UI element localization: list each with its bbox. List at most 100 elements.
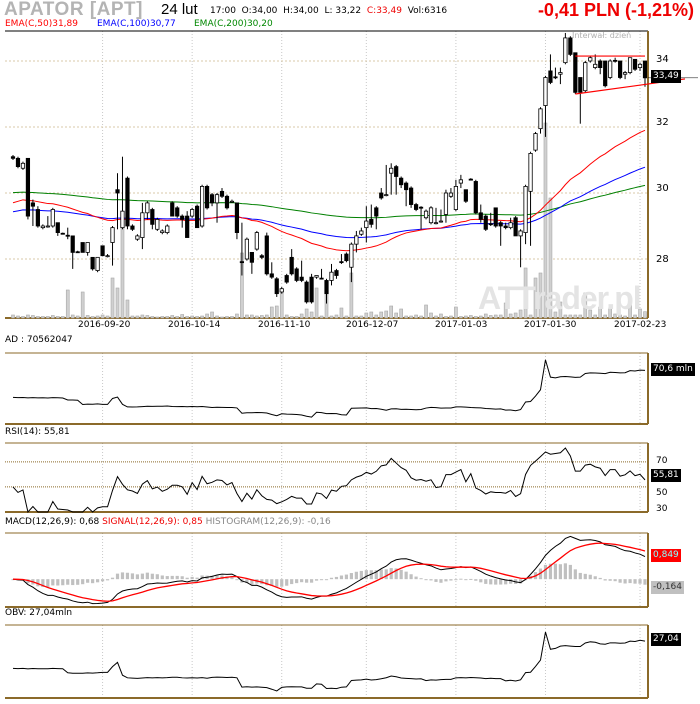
rsi-level-label: 70 <box>656 456 668 466</box>
volume-bar <box>404 315 408 319</box>
histogram-bar <box>628 579 632 584</box>
candle-down <box>25 157 31 217</box>
histogram-bar <box>484 579 488 584</box>
volume-bar <box>389 305 394 319</box>
candle-up <box>349 243 354 268</box>
volume-bar <box>190 315 194 319</box>
ohlc-readout: 17:00 O:34,00 H:34,00 L: 33,22 C:33,49 V… <box>210 6 447 16</box>
candle-up <box>543 77 548 106</box>
histogram-bar <box>613 579 617 582</box>
volume-bar <box>289 316 294 319</box>
histogram-bar <box>95 579 100 583</box>
histogram-bar <box>275 579 279 587</box>
candle-down <box>249 251 254 263</box>
histogram-bar <box>598 577 602 580</box>
candle-down <box>150 209 155 225</box>
candle-down <box>70 235 75 253</box>
histogram-bar <box>150 573 154 580</box>
candle-up <box>120 210 125 229</box>
histogram-bar <box>100 579 105 582</box>
histogram-bar <box>165 576 169 580</box>
volume-bar <box>558 301 563 319</box>
candle-down <box>409 187 414 205</box>
candle-down <box>548 70 553 83</box>
candle-up <box>558 72 563 75</box>
histogram-bar <box>120 572 125 580</box>
histogram-bar <box>160 575 164 580</box>
histogram-bar <box>553 563 558 580</box>
volume-bar <box>394 312 398 319</box>
volume-bar <box>135 315 140 319</box>
histogram-value-box: -0,164 <box>651 581 685 594</box>
close-value: C:33,49 <box>366 6 402 16</box>
volume-bar <box>215 315 219 319</box>
histogram-bar <box>71 579 75 586</box>
volume-bar <box>60 316 65 319</box>
candle-down <box>30 202 36 207</box>
rsi-label: RSI(14): 55,81 <box>5 427 70 437</box>
candle-down <box>90 256 95 270</box>
candle-up <box>518 230 523 237</box>
candle-down <box>299 276 304 281</box>
candle-up <box>279 288 284 293</box>
histogram-bar <box>568 564 572 580</box>
volume-bar <box>145 315 150 319</box>
volume-bar <box>65 289 70 319</box>
histogram-bar <box>56 579 60 586</box>
candle-up <box>20 162 26 169</box>
histogram-bar <box>394 568 398 580</box>
volume-bar <box>369 311 374 319</box>
candle-up <box>428 207 434 224</box>
x-tick-label: 2016-12-07 <box>346 320 399 330</box>
volume-bar <box>200 315 204 319</box>
histogram-bar <box>145 572 149 580</box>
histogram-bar <box>364 570 368 580</box>
volume-bar <box>165 316 170 319</box>
y-tick-label: 30 <box>656 183 669 194</box>
candle-down <box>195 205 200 229</box>
volume-bar <box>598 306 603 319</box>
candle-up <box>254 232 259 250</box>
candle-up <box>40 225 45 229</box>
histogram-bar <box>578 572 582 580</box>
volume-bar <box>294 316 299 319</box>
histogram-bar <box>280 579 284 587</box>
volume-bar <box>588 309 593 319</box>
candle-down <box>304 281 309 303</box>
histogram-bar <box>469 578 473 580</box>
volume-bar <box>628 304 632 319</box>
volume-bar <box>245 314 249 319</box>
volume-bar <box>110 277 115 319</box>
histogram-bar <box>434 579 438 582</box>
histogram-bar <box>265 579 269 586</box>
histogram-bar <box>494 579 498 585</box>
ticker-title: APATOR [APT] <box>4 0 143 20</box>
candle-down <box>10 156 16 159</box>
candle-up <box>528 152 533 192</box>
high-value: H:34,00 <box>283 6 319 16</box>
histogram-bar <box>314 579 319 581</box>
histogram-bar <box>349 573 353 580</box>
histogram-bar <box>464 579 468 581</box>
volume-bar <box>508 313 513 319</box>
histogram-bar <box>344 574 349 580</box>
candle-up <box>354 235 359 245</box>
candle-up <box>533 133 538 151</box>
candle-up <box>384 194 389 197</box>
histogram-bar <box>130 573 135 580</box>
candle-down <box>374 207 379 217</box>
candle-down <box>170 202 175 217</box>
histogram-bar <box>509 579 513 584</box>
volume-bar <box>80 291 85 319</box>
volume-bar <box>414 314 418 319</box>
macd-label: MACD(12,26,9): 0,68 <box>5 517 100 527</box>
histogram-bar <box>583 573 587 580</box>
x-tick-label: 2016-09-20 <box>78 320 131 330</box>
histogram-bar <box>195 577 199 580</box>
volume-bar <box>255 315 259 319</box>
candle-up <box>637 63 643 69</box>
ema100-line <box>12 166 646 239</box>
candle-down <box>618 60 623 78</box>
volume-bar <box>568 314 573 319</box>
histogram-bar <box>369 570 373 580</box>
